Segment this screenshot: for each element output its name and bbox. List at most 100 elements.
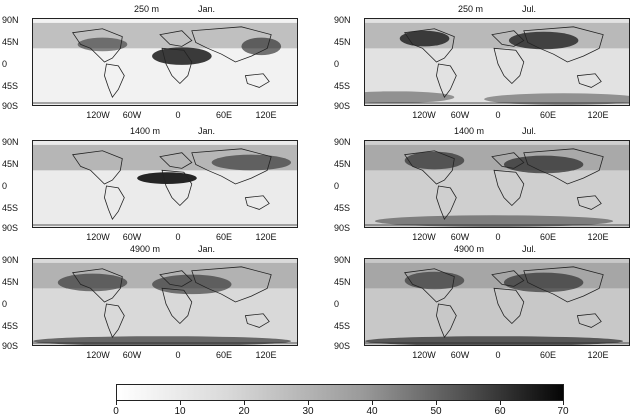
panel-title: 250 m Jul. [334,4,634,18]
map-field [33,141,297,227]
panel-month: Jul. [522,244,537,254]
y-tick-label: 45S [334,81,351,91]
map-panel: 4900 m Jul. 90N 45N 0 45S 90S 120W 60W 0… [334,244,634,366]
panel-title: 250 m Jan. [2,4,302,18]
y-tick-label: 45N [334,37,351,47]
y-tick-label: 90N [2,137,19,147]
map-shade-blob [508,31,579,50]
colorbar-label: 10 [174,406,186,417]
coastline [576,73,602,88]
colorbar-tick [116,401,117,405]
coastline [244,73,270,88]
y-tick-label: 45S [334,203,351,213]
map-shade-blob [399,30,450,47]
x-tick-label: 120E [587,110,609,120]
panel-altitude: 4900 m [454,244,485,254]
x-tick-label: 60E [215,232,233,242]
coastline [491,30,525,47]
x-tick-label: 0 [175,232,181,242]
y-tick-label: 90N [2,255,19,265]
map-field [33,259,297,345]
colorbar-tick [372,401,373,405]
coastline [104,63,125,98]
y-tick-label: 45N [2,159,19,169]
coastline [523,26,604,63]
map-field [33,19,297,105]
map-background [33,259,297,345]
coastline [159,152,193,169]
coastline [404,268,455,303]
coastline [72,28,123,63]
x-tick-label: 120E [587,232,609,242]
y-tick-label: 45S [2,81,19,91]
x-tick-label: 120W [86,350,110,360]
x-tick-label: 0 [495,110,501,120]
coastline [491,270,525,287]
coastline [523,148,604,185]
world-map [32,18,298,106]
colorbar-label: 20 [238,406,250,417]
coastline [404,28,455,63]
x-tick-label: 120W [86,110,110,120]
world-map [364,18,630,106]
coastline [159,30,193,47]
colorbar-label: 70 [557,406,569,417]
coastline [104,303,125,338]
world-map [364,258,630,346]
panel-altitude: 250 m [134,4,160,14]
y-tick-label: 90S [334,341,351,351]
x-tick-label: 120E [255,110,277,120]
map-field [365,259,629,345]
map-shade-blob [137,172,197,184]
y-tick-label: 90S [334,223,351,233]
map-panel: 1400 m Jan. 90N 45N 0 45S 90S 120W 60W 0… [2,126,302,248]
panel-month: Jan. [198,244,216,254]
y-tick-label: 45S [2,321,19,331]
y-tick-label: 90S [2,341,19,351]
colorbar-label: 0 [113,406,119,417]
coastline [191,148,272,185]
y-tick-label: 90S [2,223,19,233]
world-map [32,258,298,346]
x-tick-label: 0 [495,350,501,360]
x-tick-label: 120W [412,350,436,360]
x-tick-label: 60W [122,350,142,360]
x-tick-label: 60W [450,232,470,242]
coastline [244,313,270,328]
coastline [576,195,602,210]
map-shade-blob [503,272,584,293]
x-tick-label: 60W [450,350,470,360]
y-tick-label: 45N [2,37,19,47]
x-tick-label: 60E [215,110,233,120]
x-tick-label: 0 [175,110,181,120]
colorbar-tick [244,401,245,405]
coastline [576,313,602,328]
panel-altitude: 1400 m [130,126,161,136]
panel-month: Jul. [522,126,537,136]
colorbar-label: 60 [494,406,506,417]
coastline [161,287,193,325]
map-shade-blob [152,47,212,65]
y-tick-label: 45N [334,277,351,287]
map-shade-blob [152,274,232,295]
y-tick-label: 90N [334,255,351,265]
coastline [161,47,193,85]
y-tick-label: 0 [334,59,340,69]
coastline [493,47,525,85]
y-tick-label: 0 [334,181,340,191]
y-tick-label: 45N [334,159,351,169]
coastline [436,185,457,220]
x-tick-label: 120E [255,350,277,360]
x-tick-label: 120W [412,232,436,242]
colorbar-tick [308,401,309,405]
x-tick-label: 0 [175,350,181,360]
map-panel: 250 m Jan. 90N 45N 0 45S 90S 120W 60W 0 … [2,4,302,126]
world-map [32,140,298,228]
panel-title: 4900 m Jan. [2,244,302,258]
coastline [191,266,272,303]
map-background [365,141,629,227]
map-field [365,141,629,227]
map-shade-band [365,144,629,171]
coastline [493,287,525,325]
colorbar-tick [500,401,501,405]
